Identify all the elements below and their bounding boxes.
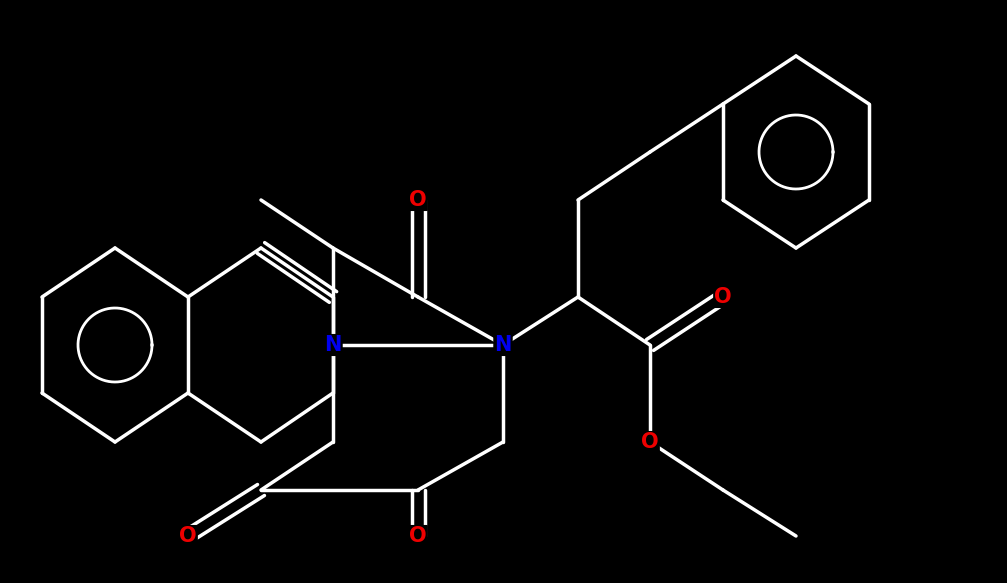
Text: N: N bbox=[494, 335, 512, 355]
Text: O: O bbox=[714, 287, 732, 307]
Text: O: O bbox=[641, 432, 659, 452]
Text: N: N bbox=[324, 335, 341, 355]
Text: O: O bbox=[179, 526, 196, 546]
Text: O: O bbox=[409, 190, 427, 210]
Text: O: O bbox=[409, 526, 427, 546]
